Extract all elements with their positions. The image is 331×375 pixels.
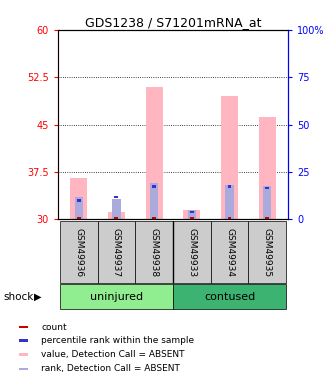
Bar: [228, 186, 231, 188]
Text: GSM49936: GSM49936: [74, 228, 83, 277]
Text: GSM49937: GSM49937: [112, 228, 121, 277]
Bar: [115, 216, 118, 219]
Bar: [152, 216, 156, 219]
Bar: [70, 178, 87, 219]
Bar: [190, 211, 194, 213]
Bar: [150, 183, 158, 219]
Bar: [152, 186, 156, 188]
Text: value, Detection Call = ABSENT: value, Detection Call = ABSENT: [41, 350, 185, 359]
Bar: [60, 284, 173, 309]
Bar: [19, 339, 28, 342]
Text: shock: shock: [3, 292, 34, 302]
Bar: [146, 87, 163, 219]
Text: count: count: [41, 322, 67, 332]
Bar: [259, 117, 276, 219]
Text: GSM49933: GSM49933: [187, 228, 196, 277]
Text: GSM49935: GSM49935: [263, 228, 272, 277]
Text: rank, Detection Call = ABSENT: rank, Detection Call = ABSENT: [41, 364, 180, 374]
Text: GSM49938: GSM49938: [150, 228, 159, 277]
Bar: [19, 353, 28, 356]
Bar: [190, 216, 194, 219]
Bar: [19, 326, 28, 328]
Bar: [19, 368, 28, 370]
Bar: [248, 221, 286, 283]
Bar: [211, 221, 248, 283]
Bar: [115, 196, 118, 198]
Bar: [221, 96, 238, 219]
Bar: [74, 197, 83, 219]
Bar: [225, 184, 234, 219]
Bar: [265, 216, 269, 219]
Text: contused: contused: [204, 292, 255, 302]
Text: GSM49934: GSM49934: [225, 228, 234, 277]
Bar: [108, 212, 125, 219]
Bar: [228, 216, 231, 219]
Bar: [98, 221, 135, 283]
Text: uninjured: uninjured: [90, 292, 143, 302]
Bar: [183, 210, 200, 219]
Bar: [77, 200, 80, 201]
Bar: [265, 187, 269, 189]
Text: percentile rank within the sample: percentile rank within the sample: [41, 336, 194, 345]
Title: GDS1238 / S71201mRNA_at: GDS1238 / S71201mRNA_at: [85, 16, 261, 29]
Text: ▶: ▶: [34, 292, 42, 302]
Bar: [60, 221, 98, 283]
Bar: [135, 221, 173, 283]
Bar: [77, 216, 80, 219]
Bar: [263, 186, 271, 219]
Bar: [173, 284, 286, 309]
Bar: [112, 199, 120, 219]
Bar: [173, 221, 211, 283]
Bar: [188, 210, 196, 219]
